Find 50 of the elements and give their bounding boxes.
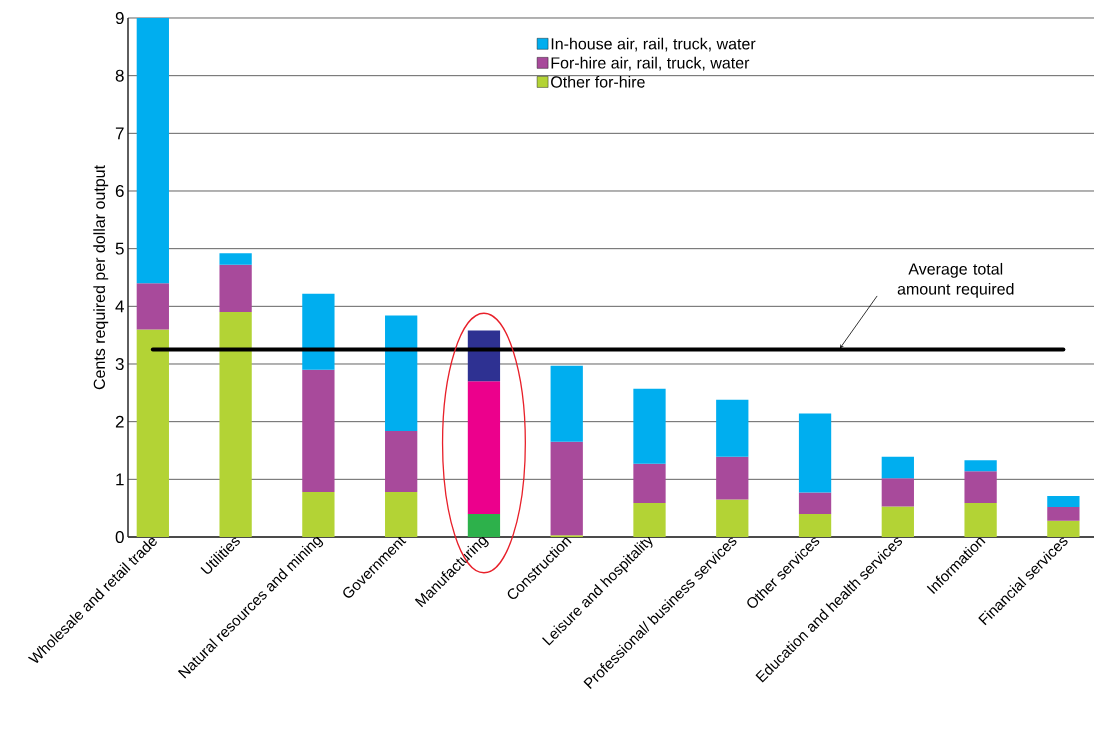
bar [716, 456, 749, 500]
bar [881, 506, 914, 537]
y-tick-label: 9 [115, 11, 124, 25]
bar [550, 365, 583, 442]
bar [385, 492, 418, 537]
bar [881, 456, 914, 479]
bar [302, 293, 335, 370]
y-tick-label: 8 [115, 69, 124, 82]
y-tick-label: 1 [116, 473, 124, 486]
legend-label: Other for-hire [551, 75, 645, 88]
bar [633, 463, 666, 503]
bar [964, 502, 997, 537]
y-tick-label: 7 [115, 127, 124, 140]
y-tick-label: 5 [115, 242, 124, 255]
bar [467, 381, 501, 514]
legend-label: For-hire air, rail, truck, water [551, 56, 750, 71]
bar [467, 330, 501, 382]
bar [136, 329, 169, 537]
bar [881, 478, 914, 507]
bar [716, 399, 749, 457]
bar [302, 492, 335, 537]
bar [385, 430, 418, 493]
bar [219, 264, 252, 313]
bar [633, 388, 666, 464]
bar [550, 441, 583, 536]
y-tick-label: 0 [115, 530, 124, 544]
y-axis-title: Cents required per dollar output [93, 165, 109, 390]
bar [1047, 496, 1080, 508]
bar [716, 499, 749, 537]
bar [385, 315, 418, 431]
bar [467, 513, 501, 537]
y-tick-label: 6 [115, 184, 124, 198]
bar [798, 513, 832, 537]
y-tick-label: 3 [115, 357, 124, 371]
bar [964, 460, 997, 472]
bar [219, 253, 252, 265]
bar [1047, 507, 1080, 521]
bar [798, 413, 832, 493]
legend-label: In-house air, rail, truck, water [551, 37, 756, 52]
bar [219, 312, 252, 537]
bar [136, 18, 169, 284]
y-tick-label: 2 [115, 415, 124, 428]
bar [136, 283, 169, 330]
bar [302, 369, 335, 493]
y-tick-label: 4 [115, 300, 124, 313]
bar [798, 492, 832, 514]
bar [1047, 520, 1080, 537]
bar [964, 471, 997, 503]
bar [633, 502, 666, 537]
ref-line-label: Average total amount required [897, 262, 1014, 298]
